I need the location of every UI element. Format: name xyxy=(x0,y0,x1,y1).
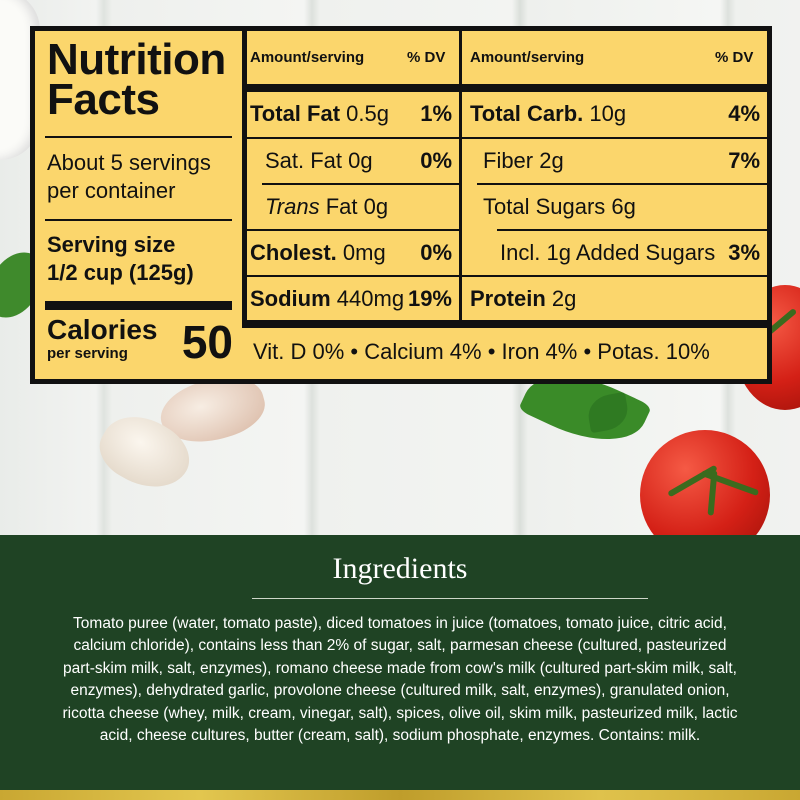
nutrient-amount: 10g xyxy=(589,101,627,126)
nutrient-name: Fiber xyxy=(483,148,534,173)
nutrient-row-sodium: Sodium 440mg 19% xyxy=(250,276,452,322)
nutrient-row-total-carb: Total Carb. 10g 4% xyxy=(470,91,760,137)
nutrient-amount: 2g xyxy=(551,286,577,311)
serving-size: Serving size 1/2 cup (125g) xyxy=(47,231,237,287)
nutrient-name: Trans xyxy=(265,194,320,219)
gold-border-strip xyxy=(0,790,800,800)
nutrient-dv: 4% xyxy=(728,101,760,126)
nutrient-row-added-sugars: Incl. 1g Added Sugars 3% xyxy=(500,230,760,276)
servings-per-container: About 5 servings per container xyxy=(47,149,237,205)
nutrient-row-total-sugars: Total Sugars 6g xyxy=(483,184,760,230)
nutrient-amount: 0g xyxy=(348,148,373,173)
nutrient-row-cholesterol: Cholest. 0mg 0% xyxy=(250,230,452,276)
servings-line1: About 5 servings xyxy=(47,150,211,175)
column-divider xyxy=(242,31,247,321)
serving-size-label: Serving size xyxy=(47,232,176,257)
nutrient-name: Cholest. xyxy=(250,240,337,265)
nutrient-amount: 0.5g xyxy=(346,101,389,126)
divider-thick xyxy=(45,301,232,310)
nutrition-title-line1: Nutrition xyxy=(47,35,226,84)
divider-thick xyxy=(247,84,767,92)
nutrient-dv: 0% xyxy=(420,240,452,265)
nutrition-summary: Nutrition Facts xyxy=(47,35,233,124)
calories-value: 50 xyxy=(181,316,233,368)
ingredients-text: Tomato puree (water, tomato paste), dice… xyxy=(62,615,738,745)
nutrient-row-total-fat: Total Fat 0.5g 1% xyxy=(250,91,452,137)
left-amount-header: Amount/serving xyxy=(250,49,365,66)
nutrient-amount: 0mg xyxy=(342,240,386,265)
calories-label: Calories xyxy=(47,314,158,345)
column-divider xyxy=(459,31,462,321)
divider xyxy=(462,275,767,277)
calories-sub: per serving xyxy=(47,345,128,362)
nutrient-dv: 1% xyxy=(420,101,452,126)
nutrient-amount: 440mg xyxy=(336,286,405,311)
nutrient-name-suffix: Fat xyxy=(319,194,358,219)
divider xyxy=(462,137,767,139)
nutrition-facts-panel: Nutrition Facts About 5 servings per con… xyxy=(30,26,772,384)
calories-block: Calories per serving 50 xyxy=(47,315,233,375)
nutrient-row-trans-fat: Trans Fat 0g xyxy=(265,184,452,230)
vitamins-minerals: Vit. D 0% • Calcium 4% • Iron 4% • Potas… xyxy=(253,339,710,364)
divider xyxy=(497,229,767,231)
divider xyxy=(262,183,459,185)
divider-thick xyxy=(242,320,767,328)
ingredients-divider xyxy=(252,598,648,599)
divider xyxy=(247,275,459,277)
nutrient-row-protein: Protein 2g xyxy=(470,276,760,322)
ingredients-title: Ingredients xyxy=(332,552,468,585)
nutrient-dv: 19% xyxy=(407,286,452,311)
nutrient-name: Incl. 1g Added Sugars xyxy=(500,240,716,265)
nutrient-amount: 6g xyxy=(611,194,636,219)
nutrient-name: Protein xyxy=(470,286,546,311)
right-dv-header: % DV xyxy=(715,49,754,66)
nutrient-row-fiber: Fiber 2g 7% xyxy=(483,138,760,184)
divider xyxy=(45,136,232,138)
nutrient-amount: 0g xyxy=(363,194,389,219)
nutrient-row-sat-fat: Sat. Fat 0g 0% xyxy=(265,138,452,184)
nutrient-name: Sodium xyxy=(250,286,331,311)
serving-size-value: 1/2 cup (125g) xyxy=(47,260,194,285)
divider xyxy=(247,229,459,231)
nutrient-dv: 7% xyxy=(728,148,760,173)
nutrient-name: Total Carb. xyxy=(470,101,584,126)
nutrient-amount: 2g xyxy=(539,148,564,173)
nutrient-dv: 0% xyxy=(420,148,452,173)
nutrition-title-line2: Facts xyxy=(47,75,160,124)
ingredients-section xyxy=(0,535,800,790)
nutrient-dv: 3% xyxy=(728,240,760,265)
nutrient-name: Sat. Fat xyxy=(265,148,343,173)
nutrition-title: Nutrition Facts xyxy=(47,35,233,124)
divider xyxy=(477,183,767,185)
nutrient-name: Total Fat xyxy=(250,101,341,126)
left-dv-header: % DV xyxy=(407,49,446,66)
nutrient-name: Total Sugars xyxy=(483,194,606,219)
divider xyxy=(45,219,232,221)
servings-line2: per container xyxy=(47,178,176,203)
divider xyxy=(247,137,459,139)
right-amount-header: Amount/serving xyxy=(470,49,585,66)
